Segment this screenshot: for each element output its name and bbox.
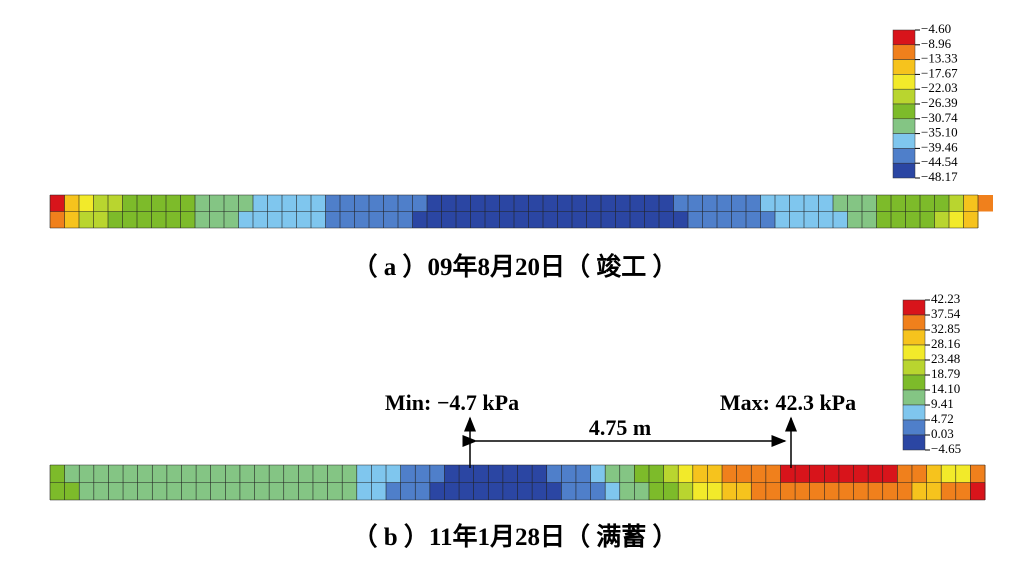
contour-band <box>876 195 950 212</box>
legend-swatch <box>892 148 916 164</box>
contour-band <box>605 482 621 500</box>
legend-label: 37.54 <box>931 306 961 321</box>
legend-label: −30.74 <box>921 110 958 125</box>
contour-band <box>122 195 196 212</box>
contour-band <box>427 195 674 212</box>
contour-band <box>678 465 694 483</box>
legend-swatch <box>892 118 916 134</box>
legend-swatch <box>892 74 916 90</box>
legend-swatch <box>892 133 916 149</box>
legend-label: 9.41 <box>931 396 954 411</box>
legend-swatch <box>892 162 916 179</box>
legend-label: 4.72 <box>931 411 954 426</box>
contour-band <box>325 195 428 212</box>
contour-band <box>970 465 986 483</box>
legend-swatch <box>902 359 926 376</box>
legend-swatch <box>902 344 926 361</box>
contour-band <box>429 482 562 500</box>
contour-band <box>356 465 402 483</box>
legend-swatch <box>902 389 926 406</box>
caption: （ a ）09年8月20日（ 竣工 ） <box>352 252 677 281</box>
legend-label: −22.03 <box>921 80 958 95</box>
legend-swatch <box>892 29 916 46</box>
legend-label: 32.85 <box>931 321 960 336</box>
legend-label: −17.67 <box>921 65 958 80</box>
contour-band <box>934 211 950 228</box>
contour-band <box>79 482 358 500</box>
contour-band <box>79 195 94 212</box>
contour-band <box>412 211 689 228</box>
legend-swatch <box>892 44 916 60</box>
contour-band <box>386 482 431 500</box>
legend-swatch <box>902 374 926 391</box>
legend-label: 23.48 <box>931 351 960 366</box>
legend-label: −4.60 <box>921 21 951 36</box>
min-label: Min: −4.7 kPa <box>385 390 519 415</box>
legends: −4.60−8.96−13.33−17.67−22.03−26.39−30.74… <box>892 21 961 456</box>
contour-band <box>561 482 606 500</box>
contour-strips <box>49 194 993 501</box>
legend-label: 18.79 <box>931 366 960 381</box>
contour-band <box>64 211 80 228</box>
legend-swatch <box>902 299 926 316</box>
legend-label: −13.33 <box>921 51 958 66</box>
legend-label: 0.03 <box>931 426 954 441</box>
contour-band <box>50 211 65 228</box>
contour-band <box>833 195 877 212</box>
legend-label: −44.54 <box>921 154 958 169</box>
legend-swatch <box>902 404 926 421</box>
contour-band <box>50 465 66 483</box>
legend-swatch <box>892 88 916 105</box>
legend-swatch <box>902 434 926 451</box>
contour-band <box>663 465 679 483</box>
contour-band <box>678 482 694 500</box>
contour-band <box>546 465 592 483</box>
contour-band <box>444 465 548 483</box>
contour-band <box>978 195 993 212</box>
distance-label: 4.75 m <box>589 415 651 440</box>
contour-band <box>50 195 65 212</box>
legend-label: −4.65 <box>931 441 961 456</box>
legend-label: −35.10 <box>921 125 958 140</box>
legend-swatch <box>902 314 926 331</box>
legend-label: 28.16 <box>931 336 961 351</box>
legend-label: −48.17 <box>921 169 958 184</box>
contour-band <box>949 195 964 212</box>
legend-swatch <box>892 103 916 120</box>
contour-band <box>868 482 913 500</box>
legend-label: −26.39 <box>921 95 958 110</box>
legend-label: −39.46 <box>921 139 958 154</box>
contour-band <box>590 465 606 483</box>
contour-band <box>400 465 445 483</box>
contour-band <box>253 195 326 212</box>
contour-band <box>949 211 964 228</box>
legend-label: 42.23 <box>931 291 960 306</box>
legend-label: −8.96 <box>921 36 952 51</box>
contour-band <box>963 211 979 228</box>
contour-band <box>926 465 942 483</box>
contour-band <box>970 482 986 500</box>
legend-label: 14.10 <box>931 381 960 396</box>
contour-band <box>760 195 834 212</box>
contour-band <box>195 211 239 228</box>
legend-swatch <box>892 59 916 75</box>
contour-band <box>775 211 848 228</box>
max-label: Max: 42.3 kPa <box>720 390 856 415</box>
legend-swatch <box>902 419 926 436</box>
legend-swatch <box>902 329 926 346</box>
contour-band <box>64 195 80 212</box>
contour-band <box>963 195 979 212</box>
caption: （ b ）11年1月28日（ 满蓄 ） <box>352 522 677 551</box>
